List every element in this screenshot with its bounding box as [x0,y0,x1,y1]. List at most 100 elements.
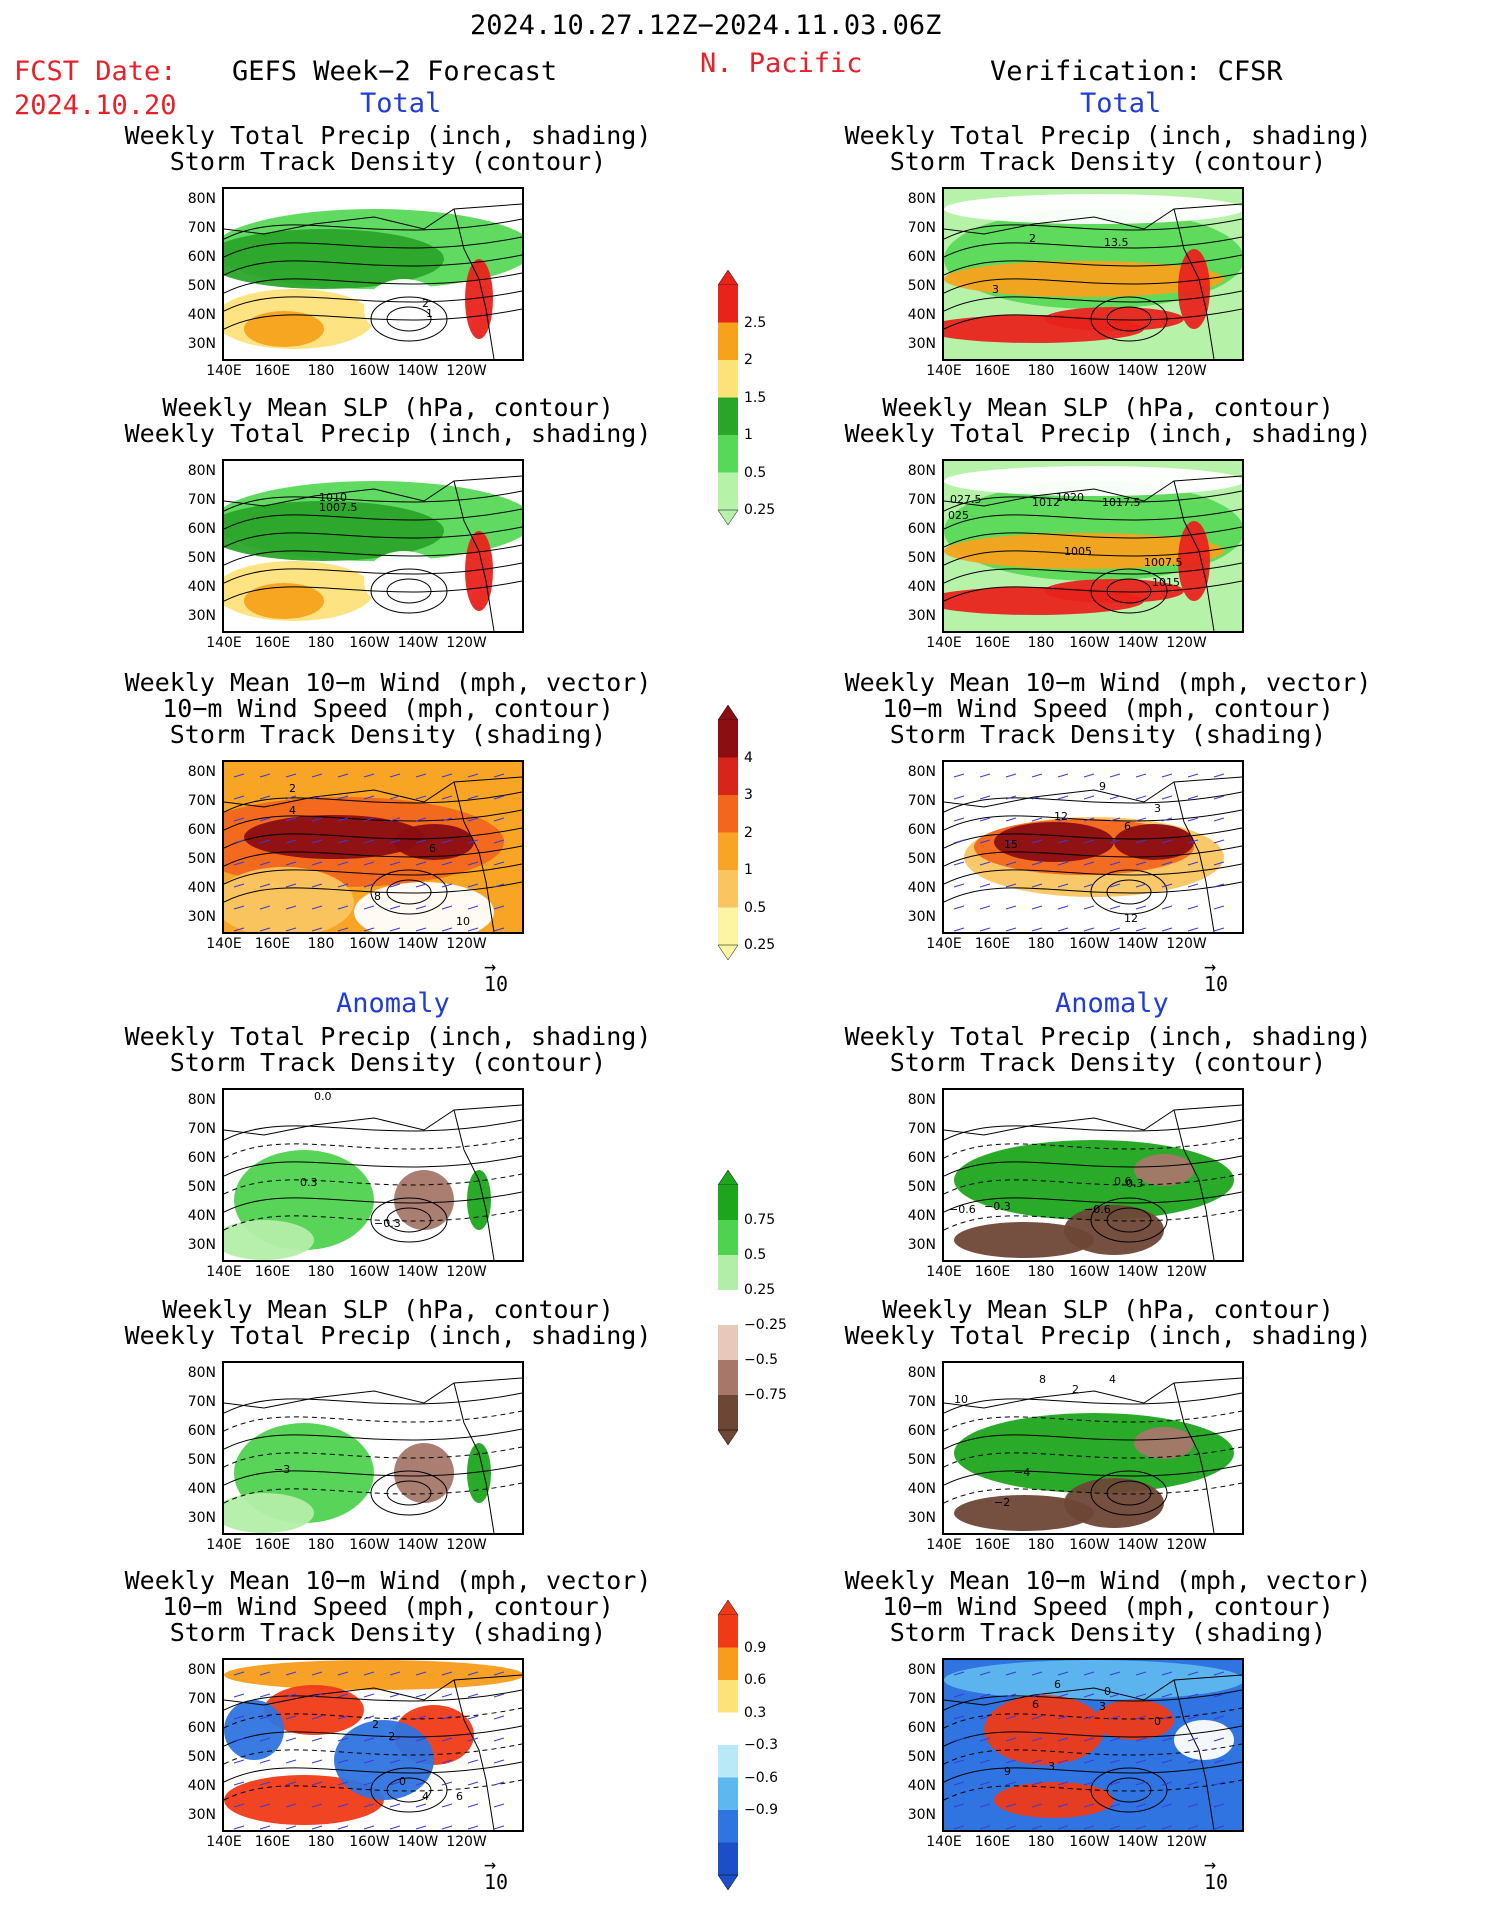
lon-tick-label: 160E [974,635,1011,651]
lon-tick-label: 160W [349,1264,390,1280]
lon-tick-label: 160E [254,1264,291,1280]
lon-tick-label: 140W [1117,1537,1159,1553]
lat-tick-label: 60N [907,822,936,838]
panel-title-line: Weekly Mean 10−m Wind (mph, vector) [844,1566,1372,1595]
lon-tick-label: 140W [1117,363,1159,379]
colorbar-tick-label: −0.6 [744,1769,778,1786]
lon-tick-label: 160E [974,936,1011,952]
lat-tick-label: 30N [907,608,936,624]
lon-tick-label: 180 [1027,1537,1055,1553]
lat-tick-label: 70N [907,1394,936,1410]
lat-tick-label: 50N [187,278,216,294]
lon-tick-label: 160W [349,936,390,952]
lon-tick-label: 160E [254,936,291,952]
contour-label: 0.0 [314,1090,332,1103]
contour-label: 3 [1048,1760,1055,1773]
panel-title-line: Weekly Mean SLP (hPa, contour) [882,393,1334,422]
panel-title-line: Weekly Mean 10−m Wind (mph, vector) [124,668,652,697]
lon-tick-label: 120W [446,1834,487,1850]
lat-tick-label: 60N [907,1423,936,1439]
lon-tick-label: 140W [397,1264,439,1280]
map-field: 2−2 6 4 0 [224,1660,522,1830]
date-range: 2024.10.27.12Z−2024.11.03.06Z [470,10,942,41]
lat-tick-label: 80N [187,463,216,479]
lat-tick-label: 70N [187,492,216,508]
lon-tick-label: 140E [206,936,242,952]
lat-tick-label: 70N [907,492,936,508]
colorbar-precip_total [717,269,739,526]
contour-label: 4 [289,804,296,817]
panel-title-line: 10−m Wind Speed (mph, contour) [882,1592,1334,1621]
panel-title-line: Weekly Total Precip (inch, shading) [124,1022,652,1051]
lat-tick-label: 70N [187,1121,216,1137]
colorbar-tick-label: 2 [744,824,753,841]
lat-tick-label: 40N [187,1481,216,1497]
panel-title-line: Weekly Mean SLP (hPa, contour) [162,1295,614,1324]
lat-tick-label: 70N [907,793,936,809]
contour-label: 9 [1004,1765,1011,1778]
panel-title-line: Weekly Total Precip (inch, shading) [124,121,652,150]
contour-label: −2 [379,1730,395,1743]
lat-tick-label: 80N [187,764,216,780]
lat-tick-label: 80N [907,1365,936,1381]
lat-tick-label: 70N [907,220,936,236]
contour-label: 6 [1124,820,1131,833]
map-panel-3: 1010 1007.5 [222,459,524,633]
map-panel-6: 9 12 6 15 3 12 [942,760,1244,934]
lat-tick-label: 30N [187,1807,216,1823]
colorbar-tick-label: 1.5 [744,389,767,406]
contour-label: −0.3 [374,1217,401,1230]
lon-tick-label: 160W [1069,635,1110,651]
vector-reference-arrow: → [1204,1852,1217,1876]
lon-tick-label: 180 [307,635,335,651]
contour-label: 1007.5 [1144,556,1183,569]
lon-tick-label: 140E [926,1537,962,1553]
lat-tick-label: 80N [187,1365,216,1381]
lon-tick-label: 120W [1166,1834,1207,1850]
lat-tick-label: 50N [907,851,936,867]
contour-label: 12 [1054,810,1068,823]
map-field: 21 [224,203,522,359]
contour-label: 027.5 [950,493,982,506]
section-anomaly-right: Anomaly [1055,988,1169,1019]
lon-tick-label: 160E [254,1834,291,1850]
contour-label: 6 [429,842,436,855]
lat-tick-label: 30N [907,1807,936,1823]
contour-label: 3 [1154,802,1161,815]
contour-label: 6 [1054,1678,1061,1691]
vector-reference-value: 10 [484,972,509,996]
lon-tick-label: 120W [1166,1537,1207,1553]
map-field: 10 8 2 4 −4 −2 [944,1373,1242,1533]
panel-title-line: Weekly Mean 10−m Wind (mph, vector) [844,668,1372,697]
lon-tick-label: 180 [1027,635,1055,651]
map-field: 0.0 0.3 −0.3 [224,1090,522,1260]
lon-tick-label: 140W [397,936,439,952]
region-label: N. Pacific [700,48,863,79]
lat-tick-label: 40N [187,1778,216,1794]
lon-tick-label: 160E [254,1537,291,1553]
lat-tick-label: 50N [187,550,216,566]
map-field: −3 [224,1377,522,1533]
lon-tick-label: 120W [446,635,487,651]
panel-title-line: Weekly Mean SLP (hPa, contour) [882,1295,1334,1324]
contour-label: 10 [456,915,470,928]
vector-reference-arrow: → [484,954,497,978]
panel-title-line: Weekly Mean SLP (hPa, contour) [162,393,614,422]
colorbar-tick-label: 2.5 [744,314,767,331]
panel-title-line: Storm Track Density (shading) [889,720,1327,749]
panel-title-line: Storm Track Density (contour) [169,1048,607,1077]
lat-tick-label: 70N [907,1691,936,1707]
colorbar-tick-label: 0.9 [744,1639,767,1656]
lon-tick-label: 140E [206,1264,242,1280]
colorbar-tick-label: 0.25 [744,1282,776,1298]
lat-tick-label: 40N [187,307,216,323]
panel-title-line: Storm Track Density (shading) [169,720,607,749]
lon-tick-label: 180 [307,1264,335,1280]
lon-tick-label: 140W [397,363,439,379]
contour-label: 0.3 [300,1176,318,1189]
colorbar-tick-label: 0.3 [744,1704,767,1721]
contour-label: 0 [1154,1715,1161,1728]
contour-label: 0 [399,1775,406,1788]
contour-label: 6 [456,1790,463,1803]
map-panel-9: −3 [222,1361,524,1535]
